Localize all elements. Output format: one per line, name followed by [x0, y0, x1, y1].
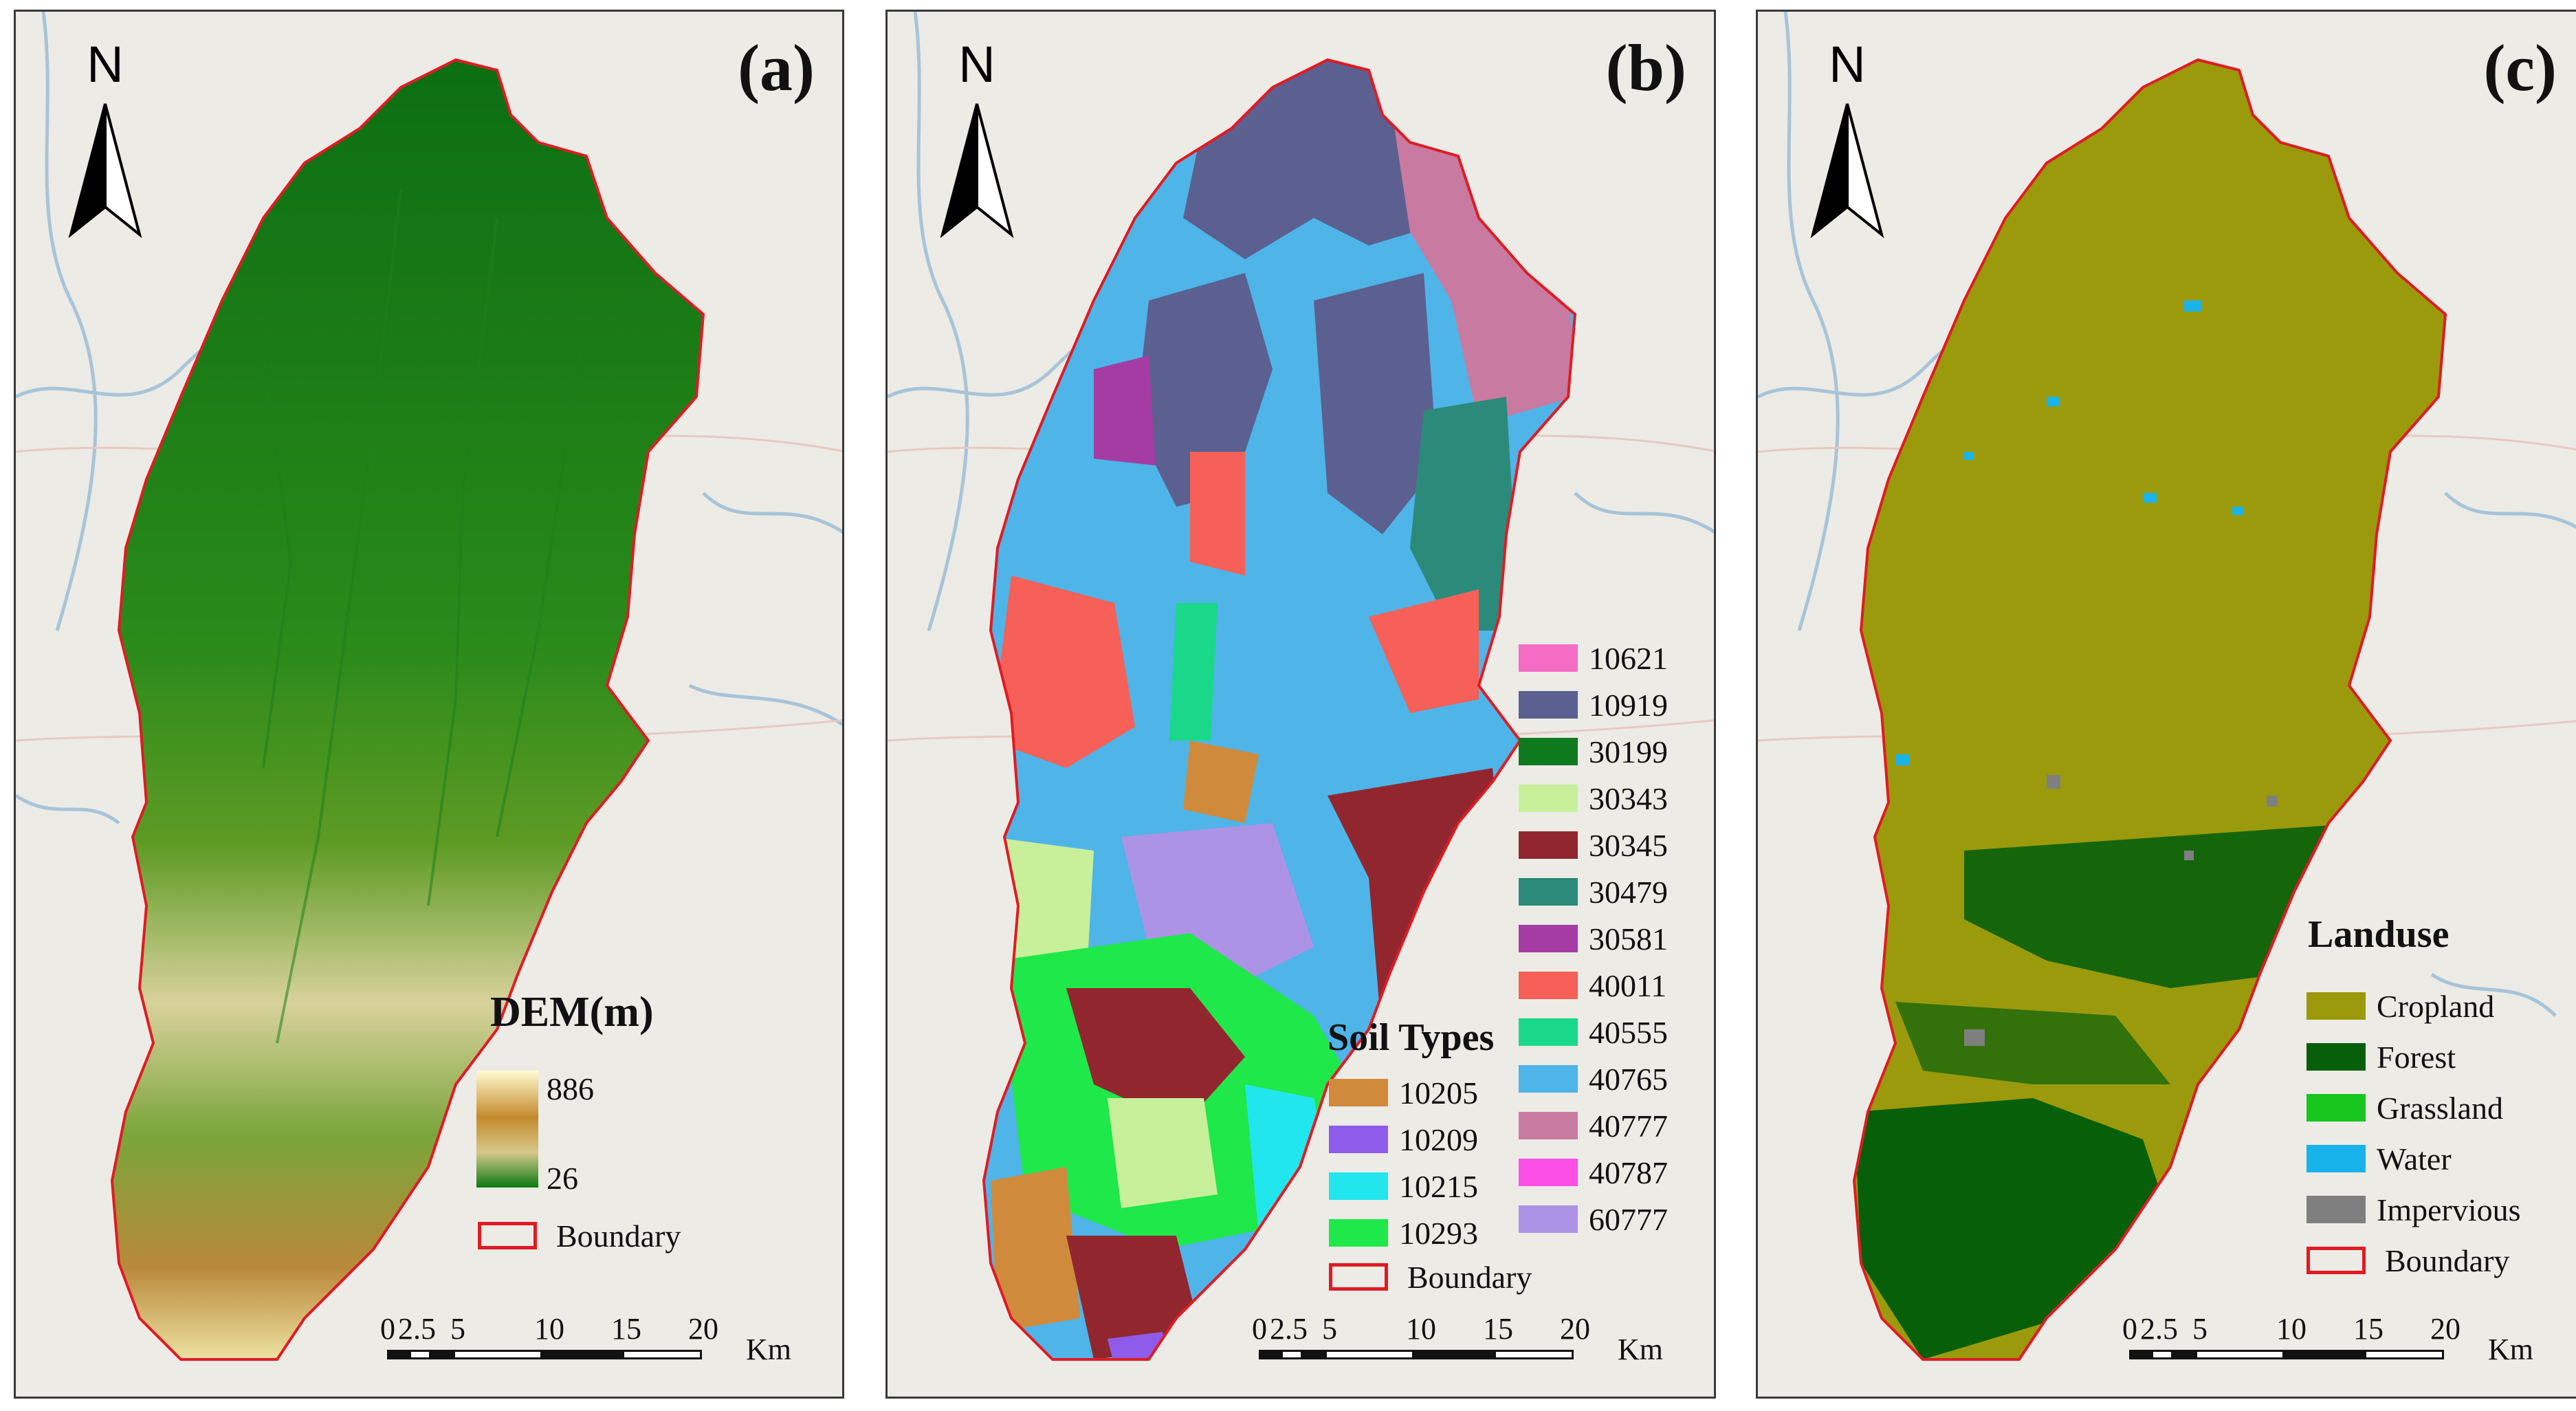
landuse-swatch: [2307, 992, 2366, 1020]
scale-tick: 0: [1252, 1312, 1267, 1346]
soil-swatch: [1329, 1079, 1388, 1106]
soil-swatch: [1519, 972, 1578, 999]
landuse-label: Forest: [2377, 1040, 2456, 1075]
scale-tick: 0: [380, 1312, 395, 1346]
scale-tick: 2.5: [2140, 1312, 2178, 1346]
soil-legend-title: Soil Types: [1328, 1016, 1495, 1059]
scale-tick: 2.5: [398, 1312, 436, 1346]
soil-swatch: [1519, 1205, 1578, 1233]
scale-tick: 15: [1483, 1312, 1513, 1346]
soil-swatch: [1519, 1112, 1578, 1139]
scale-tick: 0: [2122, 1312, 2137, 1346]
soil-swatch: [1329, 1219, 1388, 1247]
scale-tick: 20: [2430, 1312, 2461, 1346]
dem-ramp: [476, 1071, 538, 1188]
soil-swatch: [1519, 878, 1578, 906]
north-arrow-icon: N: [929, 35, 1025, 241]
dem-max-label: 886: [547, 1071, 594, 1106]
dem-legend-title: DEM(m): [490, 989, 654, 1036]
soil-swatch: [1519, 1018, 1578, 1046]
landuse-swatch: [2307, 1145, 2366, 1172]
scale-bar: 0 2.5 5 10 15 20 Km: [1252, 1311, 1678, 1380]
panel-label: (b): [1605, 31, 1686, 105]
soil-swatch: [1519, 644, 1578, 672]
landuse-legend-title: Landuse: [2308, 913, 2450, 956]
scale-unit: Km: [2488, 1333, 2533, 1366]
soil-label: 10621: [1589, 641, 1668, 676]
soil-label: 40787: [1589, 1155, 1668, 1190]
landuse-map: [1758, 12, 2576, 1397]
scale-tick: 20: [688, 1312, 718, 1346]
soil-label: 30581: [1589, 921, 1668, 956]
boundary-label: Boundary: [556, 1218, 681, 1254]
basin-boundary: [110, 58, 705, 1361]
basin-boundary: [982, 58, 1577, 1361]
soil-swatch: [1519, 691, 1578, 719]
scale-tick: 15: [2353, 1312, 2384, 1346]
landuse-label: Impervious: [2377, 1192, 2521, 1227]
scale-bar: 0 2.5 5 10 15 20 Km: [380, 1311, 806, 1380]
landuse-label: Water: [2377, 1141, 2452, 1177]
scale-tick: 5: [450, 1312, 465, 1346]
scale-tick: 10: [534, 1312, 564, 1346]
scale-unit: Km: [1618, 1333, 1663, 1366]
north-letter: N: [958, 36, 995, 93]
boundary-label: Boundary: [1407, 1260, 1532, 1295]
boundary-swatch: [478, 1222, 537, 1249]
soil-swatch: [1519, 925, 1578, 952]
boundary-swatch: [1329, 1263, 1388, 1291]
soil-swatch: [1329, 1126, 1388, 1153]
soil-label: 30199: [1589, 734, 1668, 769]
soil-swatch: [1329, 1172, 1388, 1200]
panel-landuse: (c) N Landuse Cropland Forest Grassland …: [1756, 10, 2576, 1399]
north-arrow-icon: N: [57, 35, 153, 241]
soil-label: 10293: [1399, 1216, 1478, 1251]
soil-label: 30345: [1589, 828, 1668, 863]
soil-swatch: [1519, 738, 1578, 765]
scale-unit: Km: [746, 1333, 791, 1366]
soil-label: 40555: [1589, 1015, 1668, 1050]
boundary-label: Boundary: [2385, 1243, 2510, 1278]
dem-map: [16, 12, 842, 1397]
soil-label: 30343: [1589, 781, 1668, 816]
scale-tick: 10: [1406, 1312, 1436, 1346]
boundary-swatch: [2307, 1247, 2366, 1274]
soil-swatch: [1519, 831, 1578, 859]
landuse-label: Cropland: [2377, 989, 2495, 1024]
soil-swatch: [1519, 1159, 1578, 1186]
soil-swatch: [1519, 785, 1578, 812]
soil-label: 40011: [1589, 968, 1667, 1003]
panel-label: (a): [738, 31, 815, 105]
north-arrow-icon: N: [1799, 35, 1895, 241]
basin-boundary: [1852, 58, 2447, 1361]
scale-bar: 0 2.5 5 10 15 20 Km: [2122, 1311, 2549, 1380]
north-letter: N: [1829, 36, 1866, 93]
dem-min-label: 26: [547, 1161, 578, 1196]
soil-swatch: [1519, 1065, 1578, 1093]
soil-label: 10919: [1589, 688, 1668, 723]
soil-label: 10215: [1399, 1169, 1478, 1204]
scale-tick: 15: [611, 1312, 641, 1346]
soil-label: 40777: [1589, 1108, 1668, 1144]
scale-tick: 2.5: [1270, 1312, 1308, 1346]
soil-label: 60777: [1589, 1202, 1668, 1237]
landuse-swatch: [2307, 1196, 2366, 1223]
soil-label: 10205: [1399, 1075, 1478, 1111]
north-letter: N: [87, 36, 124, 93]
panel-dem: (a) N DEM(m) 886 26 Boundary 0 2.5 5 10 …: [14, 10, 844, 1399]
soil-label: 30479: [1589, 875, 1668, 910]
landuse-swatch: [2307, 1094, 2366, 1122]
scale-tick: 5: [2192, 1312, 2208, 1346]
scale-tick: 10: [2276, 1312, 2307, 1346]
landuse-swatch: [2307, 1043, 2366, 1071]
panel-soil: (b) N 10621 10919 30199 30343 30345 3047…: [885, 10, 1716, 1399]
soil-label: 10209: [1399, 1122, 1478, 1157]
soil-label: 40765: [1589, 1062, 1668, 1097]
panel-label: (c): [2483, 31, 2557, 105]
landuse-label: Grassland: [2377, 1091, 2503, 1126]
scale-tick: 5: [1322, 1312, 1337, 1346]
scale-tick: 20: [1560, 1312, 1590, 1346]
